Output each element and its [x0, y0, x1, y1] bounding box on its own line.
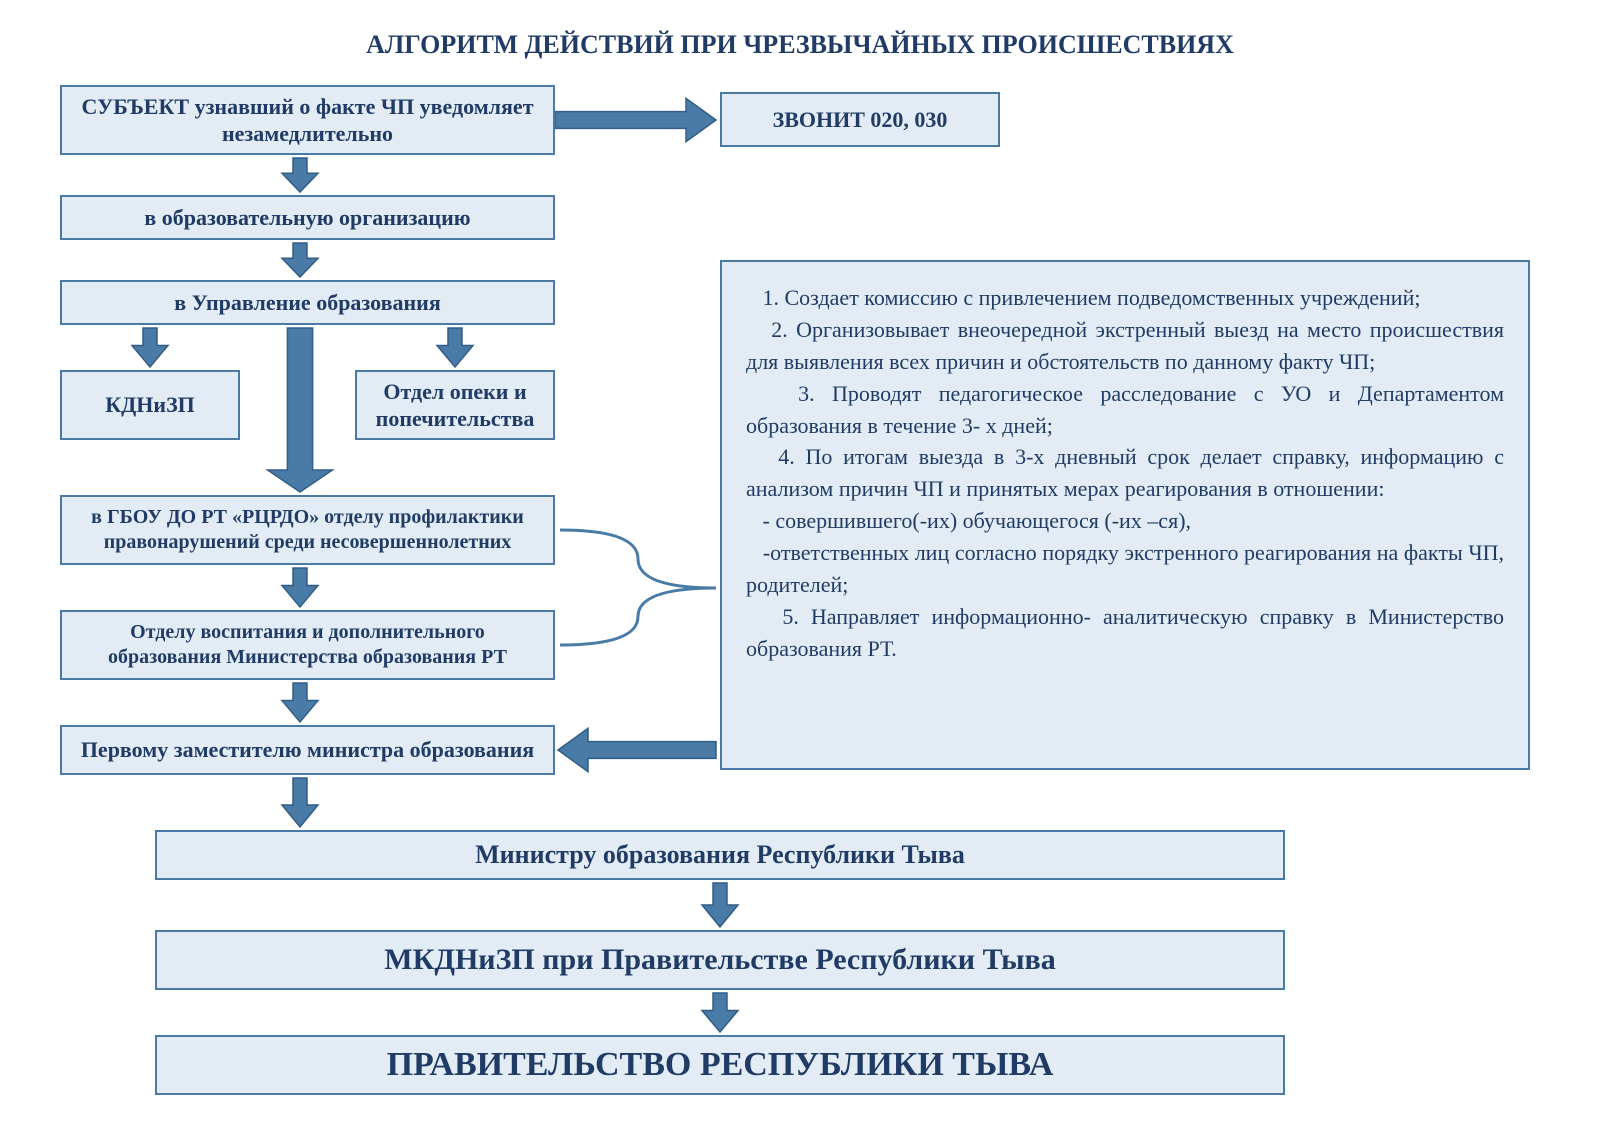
a-edudept-kdn: [132, 328, 168, 367]
a-eduorg-edudept: [282, 243, 318, 277]
node-edudept: в Управление образования: [60, 280, 555, 325]
node-kdn: КДНиЗП: [60, 370, 240, 440]
a-minister-mkdn: [702, 883, 738, 927]
node-call: ЗВОНИТ 020, 030: [720, 92, 1000, 147]
a-subject-call: [555, 98, 716, 141]
a-subject-eduorg: [282, 158, 318, 192]
node-eduorg: в образовательную организацию: [60, 195, 555, 240]
node-zam: Первому заместителю министра образования: [60, 725, 555, 775]
node-rcrdo: в ГБОУ ДО РТ «РЦРДО» отделу профилактики…: [60, 495, 555, 565]
node-minister: Министру образования Республики Тыва: [155, 830, 1285, 880]
node-opeka: Отдел опеки и попечительства: [355, 370, 555, 440]
info-panel: 1. Создает комиссию с привлечением подве…: [720, 260, 1530, 770]
flowchart-canvas: АЛГОРИТМ ДЕЙСТВИЙ ПРИ ЧРЕЗВЫЧАЙНЫХ ПРОИС…: [0, 0, 1600, 1131]
a-edudept-opeka: [437, 328, 473, 367]
node-mkdn: МКДНиЗП при Правительстве Республики Тыв…: [155, 930, 1285, 990]
node-subject: СУБЪЕКТ узнавший о факте ЧП уведомляет н…: [60, 85, 555, 155]
bracket-connector: [560, 530, 716, 645]
a-vospit-zam: [282, 683, 318, 722]
a-rcrdo-vospit: [282, 568, 318, 607]
a-zam-minister: [282, 778, 318, 827]
a-info-zam: [558, 728, 716, 771]
node-gov: ПРАВИТЕЛЬСТВО РЕСПУБЛИКИ ТЫВА: [155, 1035, 1285, 1095]
a-mkdn-gov: [702, 993, 738, 1032]
node-vospit: Отделу воспитания и дополнительного обра…: [60, 610, 555, 680]
diagram-title: АЛГОРИТМ ДЕЙСТВИЙ ПРИ ЧРЕЗВЫЧАЙНЫХ ПРОИС…: [0, 30, 1600, 60]
a-edudept-rcrdo: [268, 328, 333, 492]
